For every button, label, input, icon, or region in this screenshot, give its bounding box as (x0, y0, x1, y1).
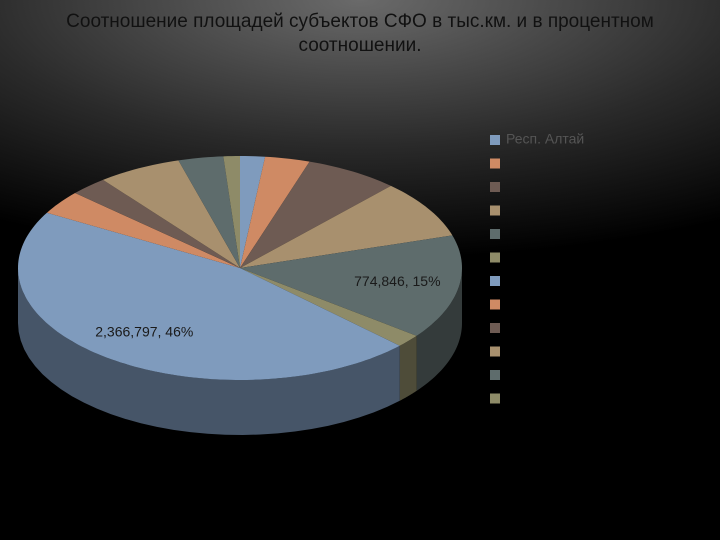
pie-slice (240, 156, 310, 268)
legend-swatch (490, 158, 500, 169)
pie-slice (178, 156, 240, 268)
pie-slice (240, 268, 417, 346)
legend-swatch (490, 205, 500, 216)
legend-swatch (490, 229, 500, 239)
legend-swatch (490, 182, 500, 192)
legend-label: Респ. Алтай (506, 131, 584, 147)
pie-slice-side (18, 268, 400, 435)
legend-swatch (490, 276, 500, 286)
legend-swatch (490, 346, 500, 357)
legend-swatch (490, 370, 500, 380)
pie-slice (240, 185, 453, 268)
chart-title: Соотношение площадей субъектов СФО в тыс… (66, 11, 654, 56)
legend-swatch (490, 135, 500, 145)
pie-slice (240, 161, 391, 268)
legend-swatch (490, 323, 500, 333)
pie-slice (240, 156, 266, 268)
legend-swatch (490, 252, 500, 263)
pie-slice-side (416, 268, 462, 391)
pie-slice (240, 235, 462, 336)
legend-swatch (490, 299, 500, 310)
pie-slice (75, 179, 240, 268)
pie-slice (46, 193, 240, 268)
data-label: 2,366,797, 46% (95, 323, 193, 339)
data-label: 774,846, 15% (354, 273, 440, 289)
legend-swatch (490, 393, 500, 404)
pie-slice-side (399, 335, 417, 401)
pie-slice (103, 160, 241, 268)
pie-slice (223, 156, 240, 268)
pie-slice (18, 212, 400, 380)
